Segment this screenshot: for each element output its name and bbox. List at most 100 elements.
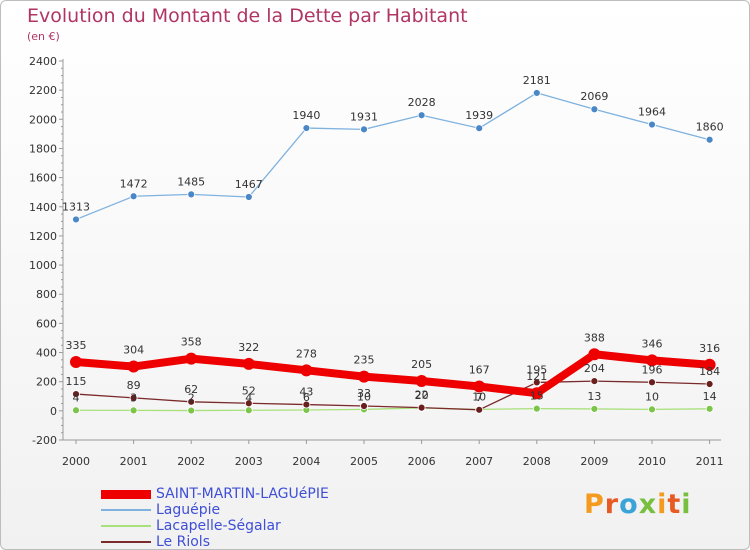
series-1 <box>70 348 716 400</box>
y-tick-label: 400 <box>36 347 57 360</box>
data-point <box>590 405 599 413</box>
data-label: 235 <box>354 354 375 367</box>
series-2 <box>72 89 714 224</box>
data-label: 6 <box>303 391 310 404</box>
data-point <box>129 192 138 201</box>
brand-letter: i <box>681 489 692 520</box>
data-label: 89 <box>127 379 141 392</box>
series-4 <box>72 377 714 414</box>
y-tick-label: 2200 <box>29 84 57 97</box>
data-point <box>187 190 196 199</box>
data-label: 1964 <box>638 106 666 119</box>
data-label: 7 <box>476 391 483 404</box>
data-point <box>648 378 656 387</box>
data-point <box>475 405 484 414</box>
data-label: 14 <box>703 390 717 403</box>
data-point <box>244 193 253 201</box>
series-line <box>72 350 714 398</box>
brand-letter: P <box>584 489 605 520</box>
y-tick-label: 2400 <box>29 55 57 68</box>
data-label: 195 <box>526 363 547 376</box>
proxiti-logo: Proxiti <box>584 489 692 520</box>
y-axis: -200 0 200 400 600 800 1000 1200 1400 1600 1800 200… <box>29 55 64 447</box>
brand-letter: i <box>657 489 668 520</box>
y-tick-label: -200 <box>32 434 57 447</box>
data-label: 4 <box>73 391 80 404</box>
data-point <box>244 406 253 415</box>
data-label: 2 <box>188 392 195 405</box>
data-label: 358 <box>181 336 202 349</box>
data-label: 52 <box>242 384 256 397</box>
chart-title: Evolution du Montant de la Dette par Hab… <box>27 5 468 27</box>
data-label: 1931 <box>350 110 378 123</box>
data-label: 10 <box>645 390 659 403</box>
legend-label: Le Riols <box>156 534 210 550</box>
x-tick-label: 2010 <box>638 455 666 468</box>
data-label: 33 <box>357 387 371 400</box>
x-tick-label: 2004 <box>292 455 320 468</box>
series-line <box>75 380 711 411</box>
y-tick-label: 2000 <box>29 113 57 126</box>
data-label: 388 <box>584 331 605 344</box>
series-1-labels: 335 304 358 322 278 235 205 167 121 388 346 316 <box>66 331 721 383</box>
data-point <box>185 352 198 365</box>
data-point <box>648 405 656 414</box>
data-point <box>358 370 370 383</box>
x-tick-label: 2002 <box>177 455 205 468</box>
x-tick-label: 2005 <box>350 455 378 468</box>
data-label: 1472 <box>120 177 148 190</box>
brand-letter: t <box>667 489 682 520</box>
legend-swatch <box>101 525 151 527</box>
data-label: 278 <box>296 347 317 360</box>
data-label: 204 <box>584 362 605 375</box>
data-label: 2181 <box>523 74 551 87</box>
data-label: 20 <box>415 389 429 402</box>
data-point <box>590 105 599 114</box>
data-point <box>242 357 255 370</box>
data-point <box>648 120 656 129</box>
data-point <box>646 354 658 367</box>
data-point <box>129 393 138 402</box>
brand-letter: x <box>638 489 658 520</box>
legend-label: SAINT-MARTIN-LAGUéPIE <box>156 486 329 502</box>
data-point <box>360 402 368 410</box>
y-tick-label: 800 <box>36 288 57 301</box>
y-tick-label: 600 <box>36 317 57 330</box>
data-label: 322 <box>238 341 259 354</box>
data-point <box>129 406 138 415</box>
data-point <box>415 374 428 387</box>
data-point <box>70 356 82 369</box>
data-point <box>417 111 426 120</box>
data-point <box>705 404 714 413</box>
y-tick-label: 1600 <box>29 172 57 185</box>
series-2-labels: 1313 1472 1485 1467 1940 1931 2028 1939 2181 2069… <box>62 74 724 214</box>
data-point <box>532 404 541 413</box>
x-axis: 2000 2001 2002 2003 2004 2005 2006 2007 2008 2009… <box>62 439 724 468</box>
brand-letter: o <box>619 489 639 520</box>
legend-swatch <box>101 509 151 511</box>
data-point <box>302 124 311 132</box>
data-label: 196 <box>642 363 663 376</box>
data-label: 1860 <box>696 121 724 134</box>
x-tick-label: 2003 <box>235 455 263 468</box>
data-point <box>590 377 599 386</box>
data-label: 1467 <box>235 178 263 191</box>
data-point <box>705 380 714 388</box>
data-point <box>475 124 484 133</box>
data-point <box>187 397 196 406</box>
legend-swatch <box>101 489 151 499</box>
y-tick-label: 1400 <box>29 201 57 214</box>
data-label: 167 <box>469 364 490 377</box>
data-label: 1939 <box>465 109 493 122</box>
data-point <box>302 400 311 409</box>
legend-swatch <box>101 541 151 543</box>
data-point <box>72 215 80 224</box>
data-label: 1940 <box>292 109 320 122</box>
x-tick-label: 2011 <box>696 455 724 468</box>
data-point <box>703 358 716 371</box>
data-point <box>300 364 313 377</box>
data-point <box>705 135 714 144</box>
y-tick-label: 0 <box>50 405 57 418</box>
y-tick-label: 1800 <box>29 142 57 155</box>
